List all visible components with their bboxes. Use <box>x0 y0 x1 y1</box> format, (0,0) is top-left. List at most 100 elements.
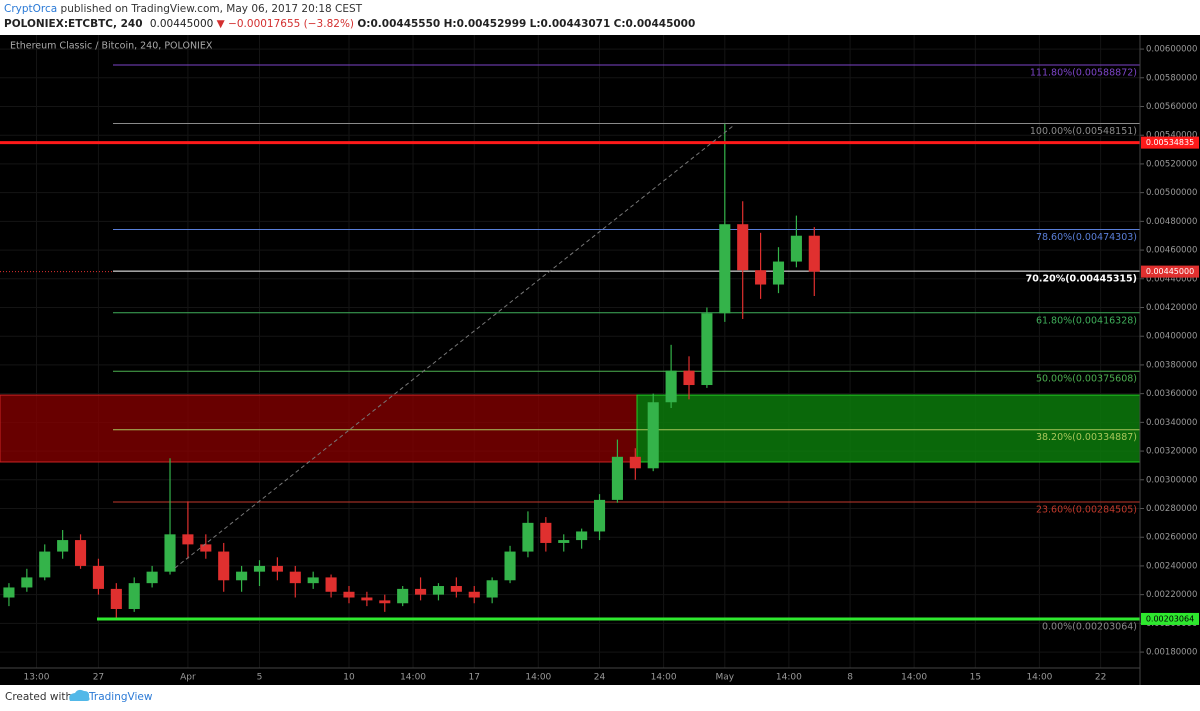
y-tick-label: 0.00540000 <box>1146 131 1197 141</box>
y-tick-label: 0.00260000 <box>1146 533 1197 543</box>
candle-body <box>719 224 731 314</box>
x-tick-label: 14:00 <box>1026 673 1052 683</box>
candle-body <box>57 540 69 552</box>
change: ▼ −0.00017655 (−3.82%) <box>217 18 354 30</box>
fib-label: 100.00%(0.00548151) <box>1030 126 1137 137</box>
chart-title: Ethereum Classic / Bitcoin, 240, POLONIE… <box>10 41 213 52</box>
author[interactable]: CryptOrca <box>4 3 57 15</box>
candle-body <box>790 235 802 262</box>
candle-body <box>307 577 319 584</box>
candle-body <box>397 588 409 604</box>
candle-body <box>522 522 534 552</box>
x-tick-label: 15 <box>970 673 981 683</box>
x-tick-label: 8 <box>847 673 853 683</box>
candle-body <box>271 565 283 572</box>
ohlc-close: C:0.00445000 <box>614 18 696 30</box>
candle-body <box>21 577 33 588</box>
candle-body <box>415 588 427 595</box>
candle-body <box>755 270 767 285</box>
x-tick-label: 24 <box>594 673 606 683</box>
y-tick-label: 0.00220000 <box>1146 590 1197 600</box>
ohlc-high: H:0.00452999 <box>444 18 527 30</box>
candle-body <box>468 591 480 598</box>
last: 0.00445000 <box>150 18 213 30</box>
supply-zone <box>0 394 638 463</box>
y-tick-label: 0.00340000 <box>1146 418 1197 428</box>
candle-body <box>647 402 659 469</box>
fib-label: 0.00%(0.00203064) <box>1042 621 1137 632</box>
x-tick-label: 14:00 <box>776 673 802 683</box>
price-tag <box>1141 265 1199 278</box>
footer-brand[interactable]: TradingView <box>88 691 153 703</box>
price-tag <box>1141 612 1199 625</box>
fib-label: 111.80%(0.00588872) <box>1030 68 1137 79</box>
price-tag <box>1141 136 1199 149</box>
candle-body <box>629 456 641 469</box>
candle-body <box>432 586 445 595</box>
candle-body <box>182 534 194 545</box>
footer-created: Created with <box>5 691 72 703</box>
candle-body <box>3 587 15 598</box>
header-line-2: POLONIEX:ETCBTC, 240 0.00445000 ▼ −0.000… <box>4 18 695 30</box>
demand-zone <box>636 394 1141 463</box>
candle-body <box>737 224 749 271</box>
candle-body <box>540 522 552 543</box>
candle-body <box>128 583 140 609</box>
candle-body <box>683 370 695 386</box>
x-tick-label: 14:00 <box>525 673 551 683</box>
candle-body <box>200 544 212 552</box>
y-tick-label: 0.00380000 <box>1146 360 1197 370</box>
fib-label: 23.60%(0.00284505) <box>1036 505 1137 516</box>
y-tick-label: 0.00400000 <box>1146 332 1197 342</box>
candle-body <box>218 551 230 581</box>
y-tick-label: 0.00580000 <box>1146 73 1197 83</box>
symbol: POLONIEX:ETCBTC, 240 <box>4 18 143 30</box>
fib-label: 78.60%(0.00474303) <box>1036 232 1137 243</box>
candle-body <box>289 571 301 584</box>
y-tick-label: 0.00300000 <box>1146 475 1197 485</box>
y-tick-label: 0.00180000 <box>1146 648 1197 658</box>
candle-body <box>164 534 176 572</box>
candle-body <box>808 235 820 272</box>
candle-body <box>450 586 462 592</box>
price-tag-label: 0.00534835 <box>1146 138 1194 147</box>
candle-body <box>558 540 570 543</box>
published: published on TradingView.com, May 06, 20… <box>61 3 363 15</box>
x-tick-label: 27 <box>93 673 104 683</box>
fib-label: 38.20%(0.00334887) <box>1036 432 1137 443</box>
price-tag-label: 0.00203064 <box>1146 614 1194 623</box>
candle-body <box>772 261 785 285</box>
candle-body <box>325 577 337 592</box>
price-tag-label: 0.00445000 <box>1146 267 1194 276</box>
x-tick-label: 10 <box>343 673 355 683</box>
y-tick-label: 0.00600000 <box>1146 45 1197 55</box>
y-tick-label: 0.00440000 <box>1146 274 1197 284</box>
candle-body <box>343 591 355 598</box>
candle-body <box>611 456 623 500</box>
candle-body <box>379 600 391 604</box>
x-tick-label: 5 <box>257 673 263 683</box>
x-tick-label: 13:00 <box>24 673 50 683</box>
candle-body <box>701 313 713 386</box>
y-tick-label: 0.00480000 <box>1146 217 1197 227</box>
x-tick-label: 14:00 <box>400 673 426 683</box>
candle-body <box>74 540 87 566</box>
candle-body <box>504 551 516 581</box>
candle-body <box>486 580 498 598</box>
candle-body <box>593 499 606 532</box>
y-tick-label: 0.00280000 <box>1146 504 1197 514</box>
candle-body <box>236 571 248 581</box>
candle-body <box>92 565 104 589</box>
y-tick-label: 0.00520000 <box>1146 159 1197 169</box>
y-tick-label: 0.00560000 <box>1146 102 1197 112</box>
candle-body <box>665 370 677 403</box>
y-tick-label: 0.00460000 <box>1146 246 1197 256</box>
candle-body <box>110 588 122 609</box>
x-tick-label: May <box>715 673 734 683</box>
y-tick-label: 0.00320000 <box>1146 447 1197 457</box>
header-line-1: CryptOrca published on TradingView.com, … <box>4 3 363 15</box>
ohlc-open: O:0.00445550 <box>357 18 440 30</box>
x-tick-label: 14:00 <box>651 673 677 683</box>
fib-label: 50.00%(0.00375608) <box>1036 374 1137 385</box>
